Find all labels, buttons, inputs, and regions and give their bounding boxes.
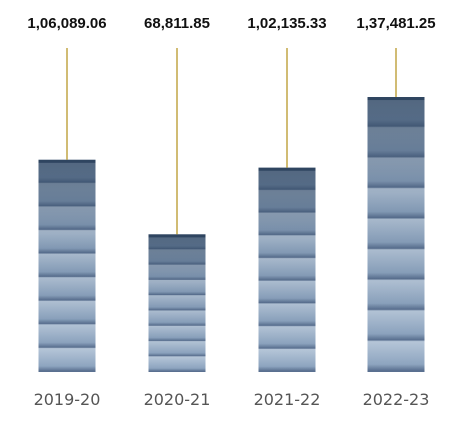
category-label-2020-21: 2020-21 [144,390,211,409]
bar-2022-23 [367,97,425,372]
bar-shading [258,167,316,372]
bar-top-edge [38,159,96,163]
bar-2019-20 [38,159,96,372]
bar-shading [148,234,206,372]
bars-group [38,97,425,372]
bar-top-edge [258,167,316,171]
bar-top-edge [148,234,206,238]
bar-2020-21 [148,234,206,372]
bar-shading [38,159,96,372]
leader-lines-group [66,48,397,235]
bar-top-edge [367,97,425,101]
category-labels-group: 2019-20 2020-21 2021-22 2022-23 [34,390,430,409]
category-label-2022-23: 2022-23 [363,390,430,409]
category-label-2019-20: 2019-20 [34,390,101,409]
value-labels-group: 1,06,089.06 68,811.85 1,02,135.33 1,37,481.… [27,15,435,32]
value-label-2022-23: 1,37,481.25 [356,15,435,32]
category-label-2021-22: 2021-22 [254,390,321,409]
bar-2021-22 [258,167,316,372]
value-label-2020-21: 68,811.85 [144,15,210,32]
value-label-2021-22: 1,02,135.33 [247,15,326,32]
bar-shading [367,97,425,372]
value-label-2019-20: 1,06,089.06 [27,15,106,32]
